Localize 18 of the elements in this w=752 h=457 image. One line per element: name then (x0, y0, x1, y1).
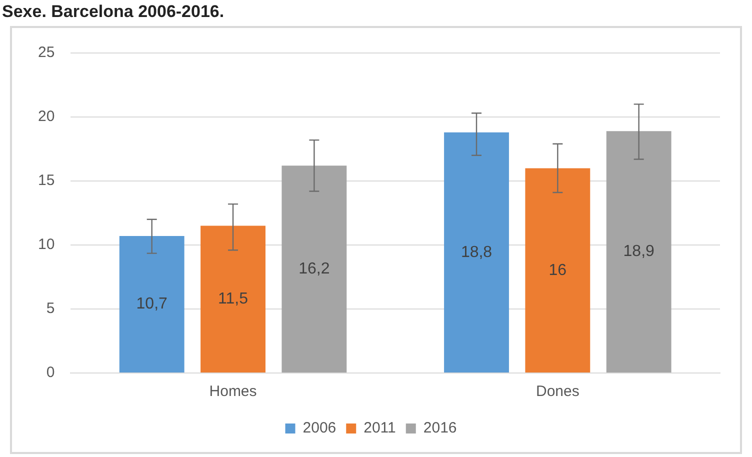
y-tick-label: 25 (38, 44, 55, 62)
y-tick-label: 0 (46, 364, 55, 382)
data-label: 18,8 (460, 244, 492, 261)
data-label: 16 (548, 262, 567, 279)
x-tick-label: Dones (536, 383, 580, 400)
y-tick-label: 20 (38, 108, 55, 126)
data-label: 10,7 (136, 296, 168, 313)
chart-title: Sexe. Barcelona 2006-2016. (2, 2, 224, 22)
y-tick-label: 5 (46, 300, 55, 318)
data-label: 18,9 (623, 243, 655, 260)
data-label: 16,2 (298, 260, 330, 278)
legend-label: 2011 (364, 420, 396, 437)
legend-label: 2016 (423, 420, 457, 437)
y-tick-label: 10 (38, 236, 55, 254)
x-tick-label: Homes (209, 383, 257, 400)
y-tick-label: 15 (38, 172, 55, 190)
legend-label: 2006 (302, 420, 336, 437)
data-label: 11,5 (218, 290, 248, 308)
